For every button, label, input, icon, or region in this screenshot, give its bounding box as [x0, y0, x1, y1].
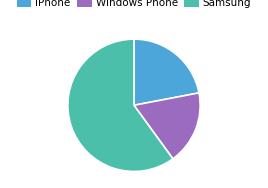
- Wedge shape: [134, 93, 200, 159]
- Legend: iPhone, Windows Phone, Samsung: iPhone, Windows Phone, Samsung: [17, 0, 251, 8]
- Wedge shape: [68, 39, 173, 171]
- Wedge shape: [134, 39, 199, 105]
